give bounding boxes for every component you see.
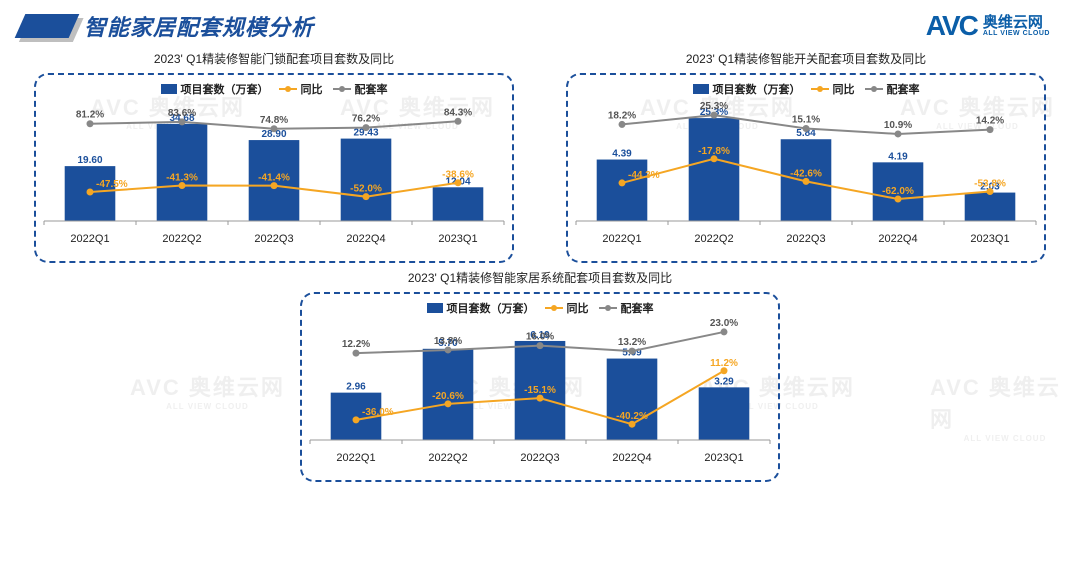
svg-text:23.0%: 23.0% [710,318,738,329]
chart-title: 2023' Q1精装修智能家居系统配套项目套数及同比 [408,269,672,286]
legend-bar-icon [427,303,443,313]
svg-text:12.2%: 12.2% [342,339,370,350]
legend-yoy-label: 同比 [567,300,589,316]
svg-text:2.96: 2.96 [346,382,366,393]
x-axis-label: 2022Q4 [586,452,678,472]
legend-rate-label: 配套率 [355,81,388,97]
legend-rate-label: 配套率 [887,81,920,97]
svg-text:-47.5%: -47.5% [96,179,128,190]
chart-legend: 项目套数（万套） 同比 配套率 [576,81,1036,97]
svg-text:18.2%: 18.2% [608,110,636,121]
svg-text:-52.0%: -52.0% [350,184,382,195]
svg-text:3.29: 3.29 [714,376,734,387]
svg-text:-40.2%: -40.2% [616,411,648,422]
chart-frame: 项目套数（万套） 同比 配套率 2.965.706.195.093.2912.2… [300,292,780,482]
legend-bar-label: 项目套数（万套） [447,300,535,316]
svg-text:-36.0%: -36.0% [362,407,394,418]
svg-text:14.2%: 14.2% [976,116,1004,127]
svg-text:4.19: 4.19 [888,151,908,162]
chart-plot: 19.6034.6828.9029.4312.0481.2%83.6%74.8%… [44,99,504,251]
x-axis-label: 2022Q2 [668,233,760,253]
legend-yoy-label: 同比 [833,81,855,97]
charts-row-1: 2023' Q1精装修智能门锁配套项目套数及同比 项目套数（万套） 同比 配套率… [0,48,1080,263]
x-axis-label: 2022Q1 [44,233,136,253]
svg-text:15.1%: 15.1% [792,114,820,125]
page-header: 智能家居配套规模分析 AVC 奥维云网 ALL VIEW CLOUD [0,0,1080,48]
x-axis-label: 2023Q1 [678,452,770,472]
logo-text-en: ALL VIEW CLOUD [983,30,1050,37]
legend-bar-icon [161,84,177,94]
svg-text:-44.3%: -44.3% [628,170,660,181]
svg-text:-62.0%: -62.0% [882,186,914,197]
x-axis-label: 2022Q3 [760,233,852,253]
legend-bar-label: 项目套数（万套） [713,81,801,97]
charts-row-2: 2023' Q1精装修智能家居系统配套项目套数及同比 项目套数（万套） 同比 配… [0,263,1080,482]
chart-block-1: 2023' Q1精装修智能门锁配套项目套数及同比 项目套数（万套） 同比 配套率… [18,50,530,263]
chart-plot: 2.965.706.195.093.2912.2%13.8%16.0%13.2%… [310,318,770,470]
svg-text:4.39: 4.39 [612,149,632,160]
title-accent-rect [15,14,80,38]
legend-bar-label: 项目套数（万套） [181,81,269,97]
svg-text:13.8%: 13.8% [434,336,462,347]
svg-text:-20.6%: -20.6% [432,391,464,402]
chart-frame: 项目套数（万套） 同比 配套率 4.3925.3%5.844.192.0318.… [566,73,1046,263]
svg-text:16.0%: 16.0% [526,332,554,343]
brand-logo: AVC 奥维云网 ALL VIEW CLOUD [926,10,1050,42]
svg-text:-38.6%: -38.6% [442,170,474,181]
x-axis-label: 2022Q3 [228,233,320,253]
svg-text:13.2%: 13.2% [618,337,646,348]
chart-block-2: 2023' Q1精装修智能开关配套项目套数及同比 项目套数（万套） 同比 配套率… [550,50,1062,263]
svg-text:-17.8%: -17.8% [698,146,730,157]
x-axis-label: 2022Q1 [576,233,668,253]
chart-legend: 项目套数（万套） 同比 配套率 [44,81,504,97]
chart-title: 2023' Q1精装修智能门锁配套项目套数及同比 [154,50,394,67]
svg-text:25.3%: 25.3% [700,101,728,112]
svg-text:84.3%: 84.3% [444,107,472,118]
svg-text:83.6%: 83.6% [168,108,196,119]
page-title: 智能家居配套规模分析 [84,10,314,42]
x-axis-label: 2022Q3 [494,452,586,472]
logo-text-cn: 奥维云网 [983,15,1050,30]
svg-text:11.2%: 11.2% [710,358,738,369]
logo-mark: AVC [926,10,977,42]
x-axis-label: 2022Q4 [852,233,944,253]
legend-rate-label: 配套率 [621,300,654,316]
chart-legend: 项目套数（万套） 同比 配套率 [310,300,770,316]
svg-text:81.2%: 81.2% [76,110,104,121]
legend-bar-icon [693,84,709,94]
x-axis-label: 2022Q1 [310,452,402,472]
svg-text:74.8%: 74.8% [260,115,288,126]
x-axis-label: 2023Q1 [412,233,504,253]
svg-text:-53.8%: -53.8% [974,179,1006,190]
chart-title: 2023' Q1精装修智能开关配套项目套数及同比 [686,50,926,67]
chart-plot: 4.3925.3%5.844.192.0318.2%25.3%15.1%10.9… [576,99,1036,251]
svg-text:-15.1%: -15.1% [524,385,556,396]
svg-text:10.9%: 10.9% [884,120,912,131]
x-axis-label: 2023Q1 [944,233,1036,253]
chart-block-3: 2023' Q1精装修智能家居系统配套项目套数及同比 项目套数（万套） 同比 配… [0,269,1080,482]
legend-yoy-label: 同比 [301,81,323,97]
x-axis-label: 2022Q2 [402,452,494,472]
svg-text:-41.3%: -41.3% [166,173,198,184]
svg-text:-41.4%: -41.4% [258,173,290,184]
x-axis-label: 2022Q4 [320,233,412,253]
svg-text:19.60: 19.60 [77,155,102,166]
x-axis-label: 2022Q2 [136,233,228,253]
svg-text:-42.6%: -42.6% [790,168,822,179]
chart-frame: 项目套数（万套） 同比 配套率 19.6034.6828.9029.4312.0… [34,73,514,263]
svg-text:76.2%: 76.2% [352,114,380,125]
